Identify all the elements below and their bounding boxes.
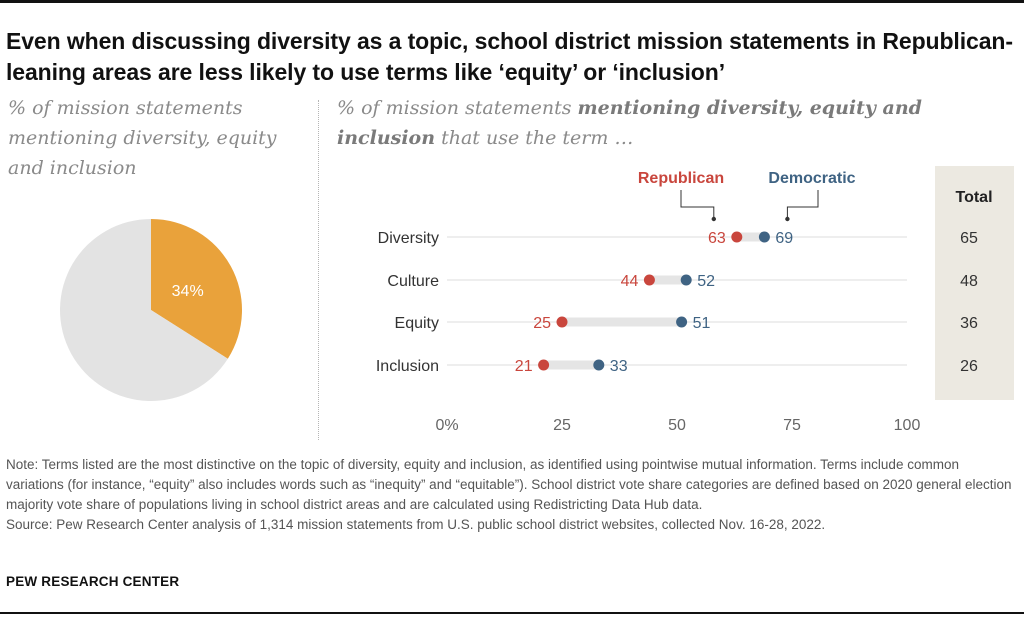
source-text: Source: Pew Research Center analysis of … [6,517,826,532]
range-bar [649,275,687,285]
total-header: Total [955,189,992,206]
total-column-bg [935,166,1014,400]
x-tick-label: 75 [783,417,801,434]
category-label: Culture [387,273,439,290]
note-text: Note: Terms listed are the most distinct… [6,457,1012,512]
legend-republican-leader-dot [711,216,716,222]
republican-dot [731,231,743,243]
x-tick-label: 50 [668,417,686,434]
range-bar [543,360,599,370]
dot-chart-subtitle-part-1: % of mission statements [337,97,578,119]
dot-chart-subtitle-bold: mentioning diversity, equity and inclusi… [337,97,922,149]
republican-value-label: 21 [515,358,533,375]
category-label: Equity [395,315,439,332]
total-value: 26 [960,358,978,375]
footnotes: Note: Terms listed are the most distinct… [6,455,1016,535]
x-tick-label: 100 [894,417,921,434]
bottom-rule [0,612,1024,614]
democratic-dot [593,359,605,371]
category-label: Diversity [378,230,439,247]
x-tick-label: 25 [553,417,571,434]
legend-republican: Republican [638,170,724,187]
democratic-value-label: 51 [693,315,711,332]
republican-value-label: 25 [533,315,551,332]
category-label: Inclusion [376,358,439,375]
pie-subtitle: % of mission statements mentioning diver… [8,97,277,179]
panel-divider [318,100,319,440]
chart-headline: Even when discussing diversity as a topi… [6,28,1013,85]
pie-slice-label: 34% [172,283,204,300]
republican-value-label: 44 [621,273,639,290]
range-bar [736,232,765,242]
pie-slice-1 [151,219,242,359]
dot-chart-subtitle: % of mission statements mentioning diver… [337,93,977,153]
republican-value-label: 63 [708,230,726,247]
brand-logo-text: PEW RESEARCH CENTER [6,574,180,589]
republican-dot [538,359,550,371]
democratic-value-label: 52 [697,273,715,290]
democratic-dot [758,231,770,243]
legend-democratic: Democratic [768,170,855,187]
legend-democratic-leader-dot [785,216,790,222]
top-rule [0,0,1024,3]
democratic-value-label: 33 [610,358,628,375]
democratic-dot [680,274,692,286]
democratic-value-label: 69 [775,230,793,247]
dot-chart-subtitle-part-2: that use the term … [435,127,634,149]
x-tick-label: 0% [435,417,458,434]
total-value: 36 [960,315,978,332]
pie-slice-2 [60,219,228,402]
total-value: 65 [960,230,978,247]
democratic-dot [676,316,688,328]
total-value: 48 [960,273,978,290]
legend-democratic-leader [786,190,819,217]
range-bar [562,317,682,327]
republican-dot [643,274,655,286]
legend-republican-leader [680,190,715,217]
republican-dot [556,316,568,328]
